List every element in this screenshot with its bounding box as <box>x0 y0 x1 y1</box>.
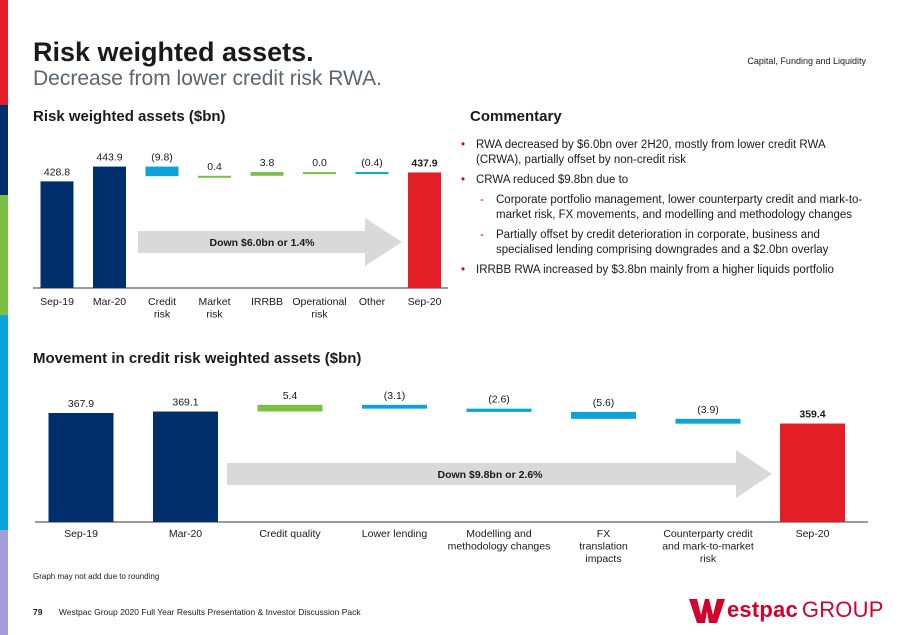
chart-bar <box>408 172 441 288</box>
chart-bar <box>250 172 284 176</box>
chart2-heading: Movement in credit risk weighted assets … <box>33 350 362 367</box>
chart-bar <box>362 404 427 409</box>
footer-text: Westpac Group 2020 Full Year Results Pre… <box>58 607 361 617</box>
chart-category-label: Market <box>198 296 230 308</box>
chart2-arrow <box>227 450 772 498</box>
commentary-bullet: CRWA reduced $9.8bn due to <box>458 173 870 188</box>
chart-data-label: 367.9 <box>68 398 94 410</box>
page-title: Risk weighted assets. <box>33 37 314 67</box>
chart-category-label: Sep-20 <box>796 528 830 540</box>
commentary-bullet: IRRBB RWA increased by $3.8bn mainly fro… <box>458 263 870 278</box>
footnote: Graph may not add due to rounding <box>33 572 160 581</box>
chart-data-label: (3.1) <box>384 390 406 402</box>
chart-category-label: risk <box>700 553 717 565</box>
chart-bar <box>675 418 741 424</box>
chart-bar <box>355 172 389 175</box>
commentary-sub-bullet: Partially offset by credit deterioration… <box>458 228 870 258</box>
chart-bar <box>303 172 336 175</box>
chart-category-label: Counterparty credit <box>663 528 752 540</box>
stripe-blue <box>0 315 8 530</box>
chart-category-label: IRRBB <box>251 296 283 308</box>
chart-bar <box>93 166 126 288</box>
chart-category-label: Mar-20 <box>93 296 126 308</box>
commentary: RWA decreased by $6.0bn over 2H20, mostl… <box>458 138 870 283</box>
chart-data-label: 428.8 <box>44 166 70 178</box>
chart-category-label: Sep-20 <box>408 296 442 308</box>
chart-bar <box>48 413 114 522</box>
stripe-red <box>0 0 8 105</box>
chart-category-label: risk <box>206 309 223 321</box>
chart-data-label: 437.9 <box>411 157 437 169</box>
stripe-green <box>0 195 8 315</box>
chart-data-label: (9.8) <box>151 152 173 164</box>
chart-category-label: risk <box>311 309 328 321</box>
credit-rwa-waterfall-chart: Down $9.8bn or 2.6% 367.9 Sep-19 369.1 Mar-… <box>35 390 868 565</box>
footer: 79 Westpac Group 2020 Full Year Results … <box>33 607 361 617</box>
chart-category-label: and mark-to-market <box>662 541 754 553</box>
section-tag: Capital, Funding and Liquidity <box>747 56 866 66</box>
logo-wordmark: estpac GROUP <box>727 597 884 622</box>
chart-data-label: 0.4 <box>207 161 222 173</box>
chart-data-label: (0.4) <box>361 157 383 169</box>
chart-category-label: Modelling and <box>466 528 532 540</box>
chart-data-label: 359.4 <box>799 409 825 421</box>
westpac-w-icon <box>689 599 725 623</box>
commentary-bullet: RWA decreased by $6.0bn over 2H20, mostl… <box>458 138 870 168</box>
chart-data-label: 5.4 <box>283 390 298 402</box>
chart-data-label: 369.1 <box>172 397 198 409</box>
chart-bar <box>257 404 323 412</box>
chart-data-label: 3.8 <box>260 157 275 169</box>
chart-category-label: Credit quality <box>259 528 321 540</box>
chart1-arrow <box>138 218 402 266</box>
chart-bar <box>40 181 74 288</box>
chart-category-label: risk <box>154 309 171 321</box>
chart-category-label: Credit <box>148 296 176 308</box>
commentary-heading: Commentary <box>470 108 562 125</box>
chart-bar <box>780 423 845 522</box>
chart-data-label: (2.6) <box>488 394 510 406</box>
rwa-waterfall-chart: Down $6.0bn or 1.4% 428.8 Sep-19 443.9 Mar-… <box>33 152 448 321</box>
chart-bar <box>571 411 636 419</box>
chart-category-label: Sep-19 <box>64 528 98 540</box>
chart-bar <box>145 166 179 177</box>
chart-category-label: Sep-19 <box>40 296 74 308</box>
westpac-logo: estpac GROUP <box>689 595 883 625</box>
chart-category-label: methodology changes <box>448 541 551 553</box>
chart-bar <box>466 408 532 412</box>
chart-category-label: Other <box>359 296 386 308</box>
stripe-lavender <box>0 530 8 635</box>
chart-bar <box>198 175 231 178</box>
chart-category-label: translation <box>579 541 628 553</box>
chart-data-label: 443.9 <box>96 152 122 164</box>
chart-data-label: 0.0 <box>312 157 327 169</box>
commentary-sub-bullet: Corporate portfolio management, lower co… <box>458 193 870 223</box>
chart-category-label: FX <box>597 528 610 540</box>
chart-bar <box>153 411 218 522</box>
page-subtitle: Decrease from lower credit risk RWA. <box>33 67 382 90</box>
chart1-heading: Risk weighted assets ($bn) <box>33 108 226 125</box>
chart2-arrow-label: Down $9.8bn or 2.6% <box>437 469 543 481</box>
chart1-arrow-label: Down $6.0bn or 1.4% <box>209 237 315 249</box>
chart-category-label: Mar-20 <box>169 528 202 540</box>
chart-data-label: (3.9) <box>697 404 719 416</box>
chart-category-label: Operational <box>292 296 346 308</box>
stripe-navy <box>0 105 8 195</box>
chart-category-label: impacts <box>585 553 621 565</box>
chart-category-label: Lower lending <box>362 528 428 540</box>
page-number: 79 <box>33 607 43 617</box>
chart-data-label: (5.6) <box>593 397 615 409</box>
